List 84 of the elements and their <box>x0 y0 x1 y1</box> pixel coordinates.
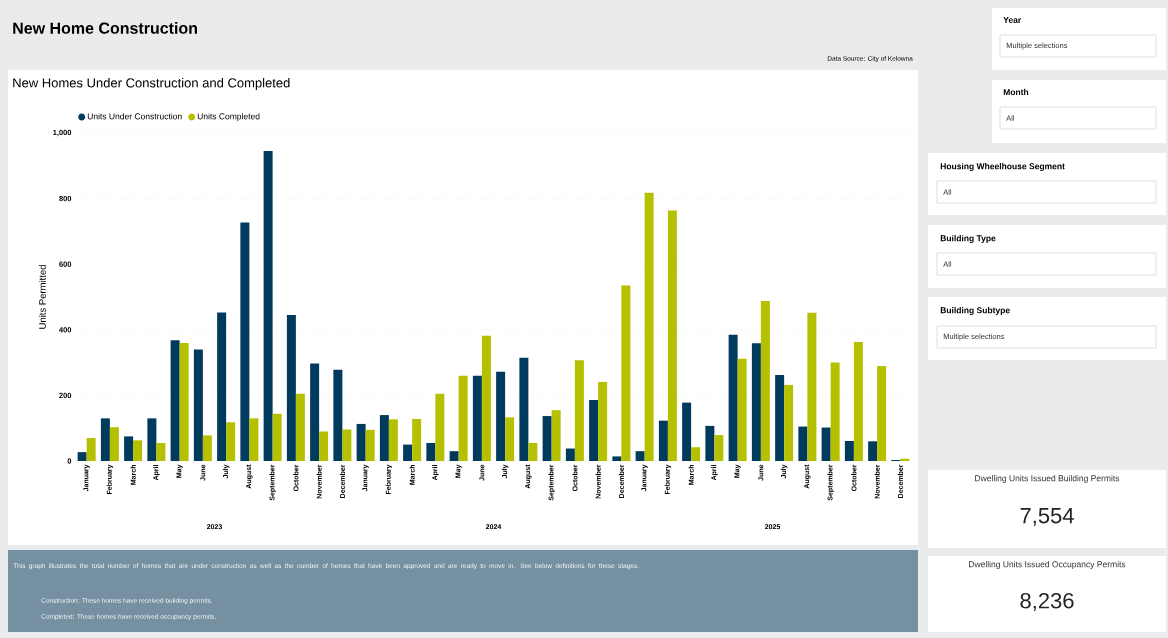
bar <box>403 444 413 461</box>
bar <box>472 375 482 461</box>
bar <box>379 415 389 461</box>
bar <box>868 441 878 461</box>
bar <box>449 451 459 461</box>
bar <box>644 192 654 461</box>
bar <box>565 448 575 461</box>
bar <box>598 381 608 461</box>
bar <box>844 440 854 461</box>
bar <box>496 371 506 461</box>
bar <box>202 435 212 461</box>
bar <box>240 222 250 461</box>
bar <box>667 210 677 461</box>
bar <box>728 334 738 461</box>
bar <box>217 312 227 461</box>
bar <box>412 419 422 461</box>
bar <box>86 438 96 461</box>
bar <box>821 427 831 461</box>
bar <box>458 375 468 461</box>
legend-label: Units Completed <box>197 113 260 122</box>
bar <box>542 416 552 461</box>
text: Year <box>1003 17 1022 23</box>
bar <box>775 375 785 461</box>
bar <box>714 435 724 461</box>
bar <box>635 451 645 461</box>
bar <box>226 422 236 461</box>
chart-title: New Homes Under Construction and Completed <box>13 77 290 91</box>
bar <box>691 447 701 461</box>
bar <box>319 431 329 461</box>
bar <box>333 369 343 461</box>
bar <box>193 349 203 461</box>
bar <box>295 393 305 461</box>
bar <box>272 413 282 461</box>
bar <box>263 151 273 461</box>
bar <box>310 363 320 461</box>
bar <box>798 426 808 461</box>
text: 7,554 <box>1020 508 1074 526</box>
bar <box>124 436 134 461</box>
bar <box>170 340 180 461</box>
bar <box>109 427 119 461</box>
bar <box>589 399 599 461</box>
text: Month <box>1003 88 1029 96</box>
bar <box>877 365 887 461</box>
text: Building Type <box>940 235 996 243</box>
bar <box>505 417 515 461</box>
bar <box>760 300 770 461</box>
bar <box>528 442 538 461</box>
bar <box>519 357 529 461</box>
bar <box>853 341 863 461</box>
bar <box>737 358 747 461</box>
text: Dwelling Units Issued Occupancy Permits <box>969 561 1126 569</box>
bar <box>807 312 817 461</box>
bar <box>574 360 584 461</box>
bar <box>784 384 794 461</box>
bar <box>658 420 668 461</box>
bar <box>481 335 491 461</box>
bar <box>830 362 840 461</box>
bar <box>179 342 189 461</box>
bar <box>147 418 157 461</box>
bar <box>365 429 375 461</box>
bar <box>705 425 715 461</box>
bar <box>77 452 87 461</box>
bar <box>249 418 259 461</box>
text: New Home Construction <box>13 22 197 34</box>
text: Building Subtype <box>940 307 1010 315</box>
text: Housing Wheelhouse Segment <box>940 163 1065 171</box>
bar <box>751 343 761 461</box>
bar <box>156 442 166 461</box>
bar <box>621 285 631 461</box>
bar <box>286 315 296 461</box>
text: 8,236 <box>1020 592 1074 612</box>
bar <box>426 442 436 461</box>
bar <box>388 419 398 461</box>
bar <box>100 418 110 461</box>
bar <box>612 456 622 461</box>
legend-label: Units Under Construction <box>87 113 182 120</box>
bar <box>342 429 352 461</box>
bar <box>133 440 143 461</box>
text: Dwelling Units Issued Building Permits <box>975 475 1120 483</box>
bar <box>682 402 692 461</box>
y-axis-title: Units Permitted <box>38 265 46 329</box>
bar <box>551 410 561 461</box>
bar <box>356 423 366 461</box>
bar <box>435 393 445 461</box>
